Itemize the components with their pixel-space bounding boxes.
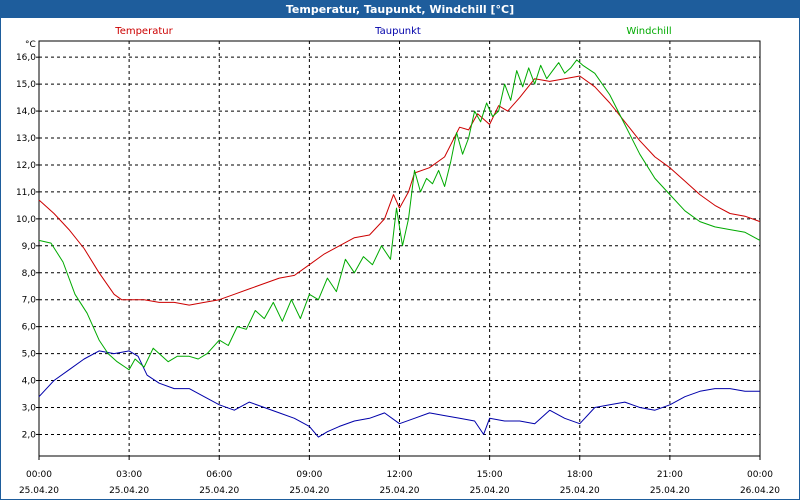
legend-taupunkt: Taupunkt <box>374 26 421 37</box>
y-tick-label: 16,0 <box>16 53 36 63</box>
y-tick-label: 6,0 <box>22 323 37 333</box>
x-tick-time-label: 03:00 <box>116 470 142 480</box>
x-axis-labels: 00:00 25.04.20 03:00 25.04.20 06:00 25.04.20 0… <box>19 470 780 496</box>
x-tick-date-label: 25.04.20 <box>379 486 419 496</box>
x-tick-date-label: 25.04.20 <box>650 486 690 496</box>
x-tick-time-label: 12:00 <box>387 470 413 480</box>
y-tick-label: 12,0 <box>16 161 36 171</box>
x-tick-time-label: 09:00 <box>296 470 322 480</box>
x-tick-date-label: 25.04.20 <box>289 486 329 496</box>
x-tick-date-label: 26.04.20 <box>740 486 780 496</box>
grid-lines <box>36 41 761 460</box>
legend-windchill: Windchill <box>626 26 671 37</box>
x-tick-time-label: 15:00 <box>477 470 503 480</box>
y-tick-label: 5,0 <box>22 350 37 360</box>
y-axis-unit-label: °C <box>25 40 36 50</box>
y-tick-label: 10,0 <box>16 215 36 225</box>
series-line-taupunkt <box>38 350 760 438</box>
x-tick-time-label: 21:00 <box>657 470 683 480</box>
series-line-temperatur <box>38 75 761 306</box>
legend-temperatur: Temperatur <box>114 26 173 37</box>
y-tick-label: 14,0 <box>16 107 36 117</box>
x-tick-time-label: 00:00 <box>26 470 52 480</box>
y-tick-label: 11,0 <box>16 188 36 198</box>
y-axis-labels: 2,0 3,0 4,0 5,0 6,0 7,0 8,0 9,0 10,0 11,0 12,0 13,0… <box>16 53 36 440</box>
y-tick-label: 4,0 <box>22 377 37 387</box>
x-tick-time-label: 18:00 <box>567 470 593 480</box>
plot-area <box>38 40 761 457</box>
x-tick-date-label: 25.04.20 <box>19 486 59 496</box>
series-lines <box>38 59 761 438</box>
x-tick-date-label: 25.04.20 <box>199 486 239 496</box>
y-tick-label: 15,0 <box>16 80 36 90</box>
y-tick-label: 2,0 <box>22 430 37 440</box>
series-line-windchill <box>38 59 761 371</box>
x-tick-date-label: 25.04.20 <box>470 486 510 496</box>
y-tick-label: 13,0 <box>16 134 36 144</box>
y-tick-label: 8,0 <box>22 269 37 279</box>
chart-title: Temperatur, Taupunkt, Windchill [°C] <box>1 1 799 18</box>
x-tick-date-label: 25.04.20 <box>560 486 600 496</box>
y-tick-label: 3,0 <box>22 403 37 413</box>
x-tick-time-label: 00:00 <box>747 470 773 480</box>
x-tick-time-label: 06:00 <box>206 470 232 480</box>
y-tick-label: 9,0 <box>22 242 37 252</box>
x-tick-date-label: 25.04.20 <box>109 486 149 496</box>
y-tick-label: 7,0 <box>22 296 37 306</box>
